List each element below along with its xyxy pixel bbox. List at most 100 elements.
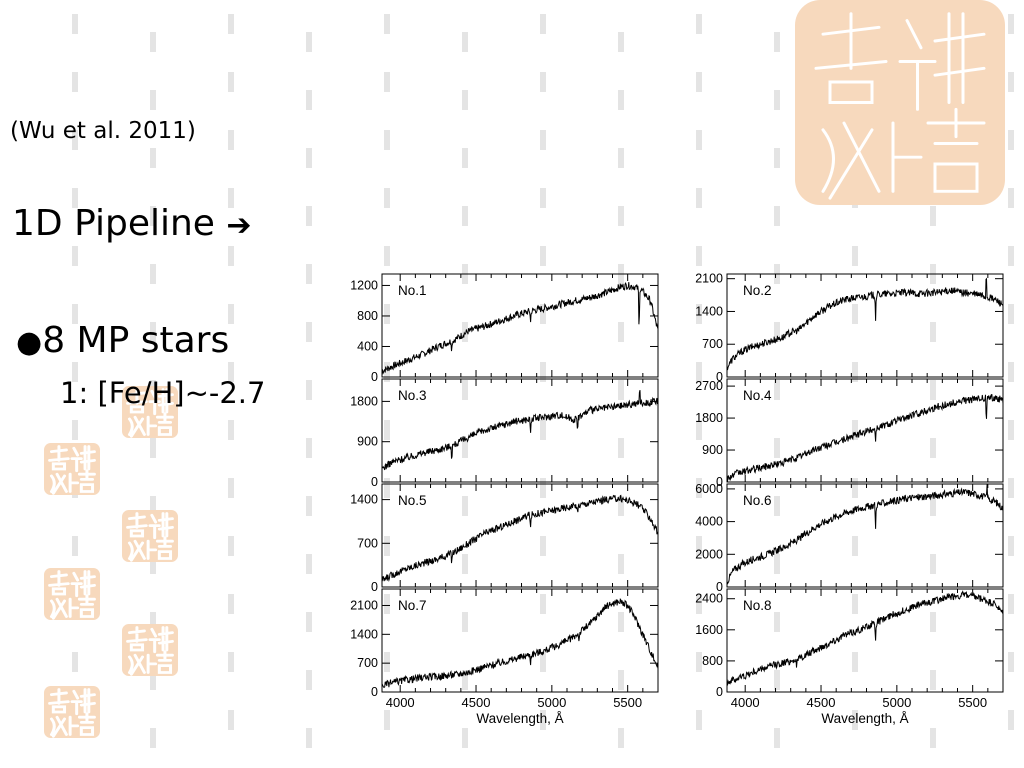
dash-mark [540, 652, 546, 672]
dash-mark [696, 652, 702, 672]
seal-stroke [814, 12, 888, 104]
dash-mark [930, 438, 936, 458]
stars-bullet: ●8 MP stars [16, 320, 229, 361]
spectrum-line [381, 282, 659, 375]
panel-label: No.6 [743, 493, 772, 508]
seal-stroke [77, 469, 96, 493]
seal-stamp-icon [44, 686, 100, 738]
y-tick-label: 800 [702, 654, 723, 668]
dash-mark [384, 130, 390, 150]
panel-label: No.4 [743, 388, 772, 403]
dash-mark [462, 670, 468, 690]
panel-frame [381, 588, 659, 693]
seal-stroke [155, 650, 174, 674]
seal-stroke [77, 594, 96, 618]
seal-stroke [155, 536, 174, 560]
dash-mark [384, 362, 390, 382]
seal-stroke [70, 688, 96, 716]
dash-mark [540, 710, 546, 730]
dash-mark [618, 322, 624, 342]
dash-mark [696, 420, 702, 440]
seal-stroke [70, 445, 96, 473]
seal-stroke [127, 415, 158, 438]
dash-mark [150, 438, 156, 458]
dash-mark [228, 420, 234, 440]
dash-mark [852, 304, 858, 324]
y-tick-label: 2000 [695, 547, 723, 561]
dash-mark [384, 594, 390, 614]
seal-stroke [926, 107, 986, 193]
dash-mark [72, 362, 78, 382]
y-tick-label: 1800 [350, 394, 378, 408]
y-tick-label: 1400 [350, 493, 378, 507]
pipeline-label: 1D Pipeline [12, 203, 215, 244]
dash-mark [1008, 594, 1014, 614]
y-tick-label: 2100 [350, 598, 378, 612]
pipeline-heading: 1D Pipeline ➔ [12, 203, 252, 244]
y-tick-label: 0 [716, 685, 723, 699]
dash-mark [462, 612, 468, 632]
dash-mark [930, 206, 936, 226]
right-arrow-icon: ➔ [226, 208, 252, 243]
y-tick-label: 6000 [695, 482, 723, 496]
dash-mark [72, 420, 78, 440]
dash-mark [540, 14, 546, 34]
dash-mark [384, 304, 390, 324]
spectrum-line [381, 494, 659, 582]
dash-mark [462, 90, 468, 110]
dash-mark [1008, 130, 1014, 150]
dash-mark [72, 188, 78, 208]
seal-stroke [126, 626, 148, 652]
panel-label: No.1 [398, 283, 427, 298]
y-tick-label: 0 [371, 475, 378, 489]
seal-stroke [127, 653, 158, 676]
dash-mark [1008, 72, 1014, 92]
dash-mark [462, 322, 468, 342]
dash-mark [618, 728, 624, 748]
dash-mark [306, 438, 312, 458]
y-tick-label: 1600 [695, 623, 723, 637]
x-tick-label: 4000 [386, 695, 415, 710]
dash-mark [462, 496, 468, 516]
dash-mark [306, 554, 312, 574]
spectrum-line [381, 389, 659, 471]
dash-mark [228, 362, 234, 382]
dash-mark [540, 594, 546, 614]
dash-mark [150, 496, 156, 516]
dash-mark [540, 72, 546, 92]
dash-mark [150, 32, 156, 52]
seal-stamp-icon [795, 0, 1005, 205]
x-tick-label: 5000 [882, 695, 911, 710]
dash-mark [696, 246, 702, 266]
x-tick-label: 4500 [462, 695, 491, 710]
seal-stamp-icon-group [44, 386, 178, 738]
seal-stroke [48, 570, 70, 596]
dash-mark [150, 728, 156, 748]
dash-mark [852, 478, 858, 498]
dash-mark [774, 148, 780, 168]
dash-mark [228, 536, 234, 556]
dash-mark [618, 380, 624, 400]
dash-mark [1008, 652, 1014, 672]
x-tick-label: 4500 [807, 695, 836, 710]
dash-mark [150, 90, 156, 110]
seal-stroke [70, 570, 96, 598]
seal-stamp-icon [122, 624, 178, 676]
dash-mark [930, 670, 936, 690]
dash-mark [930, 728, 936, 748]
dash-mark [696, 188, 702, 208]
dash-mark [306, 148, 312, 168]
spectrum-panel: 0 700 1400 2100 No.7 4000 4500 5000 5500 Waveleng… [350, 588, 659, 726]
panel-label: No.8 [743, 598, 772, 613]
spectrum-panel: 0 900 1800 No.3 [350, 378, 659, 489]
dash-mark [852, 362, 858, 382]
dash-mark [462, 32, 468, 52]
dash-mark [696, 130, 702, 150]
dash-mark [228, 188, 234, 208]
dash-mark [150, 612, 156, 632]
dash-mark [228, 246, 234, 266]
dash-mark [852, 594, 858, 614]
dash-mark [618, 554, 624, 574]
dash-mark [1008, 14, 1014, 34]
y-tick-label: 700 [357, 536, 378, 550]
